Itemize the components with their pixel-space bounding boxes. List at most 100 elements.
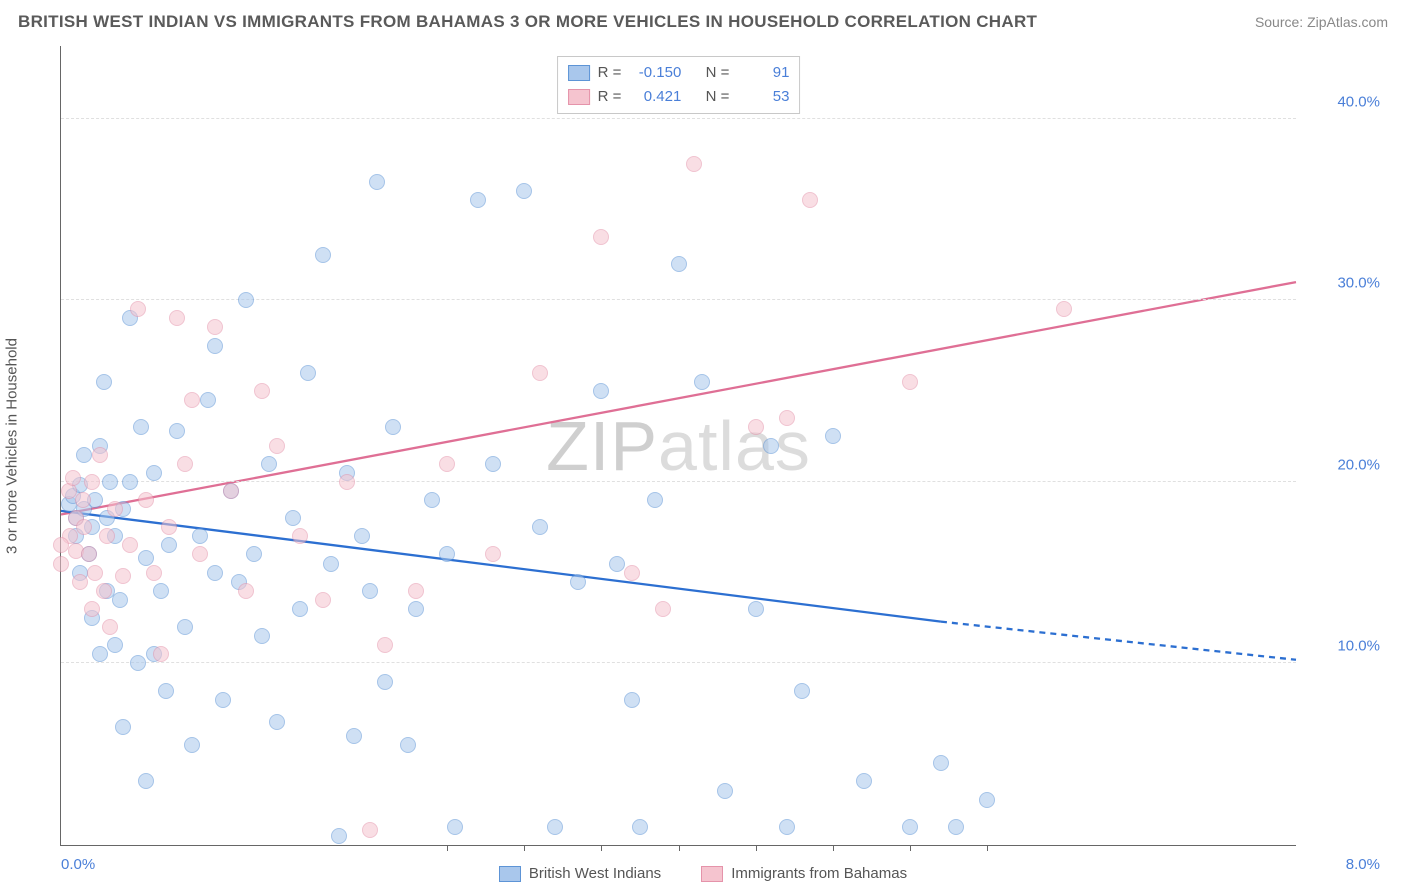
data-point xyxy=(169,310,185,326)
data-point xyxy=(215,692,231,708)
data-point xyxy=(133,419,149,435)
data-point xyxy=(65,470,81,486)
data-point xyxy=(223,483,239,499)
data-point xyxy=(146,565,162,581)
plot-region: ZIPatlas R = -0.150 N = 91 R = 0.421 N =… xyxy=(60,46,1296,846)
gridline xyxy=(61,118,1296,119)
data-point xyxy=(825,428,841,444)
data-point xyxy=(246,546,262,562)
data-point xyxy=(76,519,92,535)
data-point xyxy=(122,537,138,553)
data-point xyxy=(107,501,123,517)
data-point xyxy=(169,423,185,439)
data-point xyxy=(377,637,393,653)
x-tick-mark xyxy=(679,845,680,851)
data-point xyxy=(87,565,103,581)
swatch-blue-icon xyxy=(499,866,521,882)
x-tick-mark xyxy=(756,845,757,851)
swatch-pink-icon xyxy=(701,866,723,882)
data-point xyxy=(369,174,385,190)
data-point xyxy=(516,183,532,199)
data-point xyxy=(779,410,795,426)
data-point xyxy=(655,601,671,617)
data-point xyxy=(158,683,174,699)
data-point xyxy=(717,783,733,799)
data-point xyxy=(593,383,609,399)
data-point xyxy=(748,601,764,617)
source-label: Source: ZipAtlas.com xyxy=(1255,14,1388,30)
data-point xyxy=(532,365,548,381)
data-point xyxy=(254,628,270,644)
data-point xyxy=(439,456,455,472)
x-tick-mark xyxy=(987,845,988,851)
data-point xyxy=(238,583,254,599)
data-point xyxy=(153,646,169,662)
data-point xyxy=(72,574,88,590)
data-point xyxy=(377,674,393,690)
data-point xyxy=(285,510,301,526)
data-point xyxy=(315,247,331,263)
data-point xyxy=(315,592,331,608)
x-tick-mark xyxy=(447,845,448,851)
data-point xyxy=(76,447,92,463)
data-point xyxy=(624,565,640,581)
data-point xyxy=(53,537,69,553)
x-tick-mark xyxy=(910,845,911,851)
data-point xyxy=(84,601,100,617)
data-point xyxy=(207,565,223,581)
data-point xyxy=(112,592,128,608)
data-point xyxy=(161,537,177,553)
data-point xyxy=(184,737,200,753)
data-point xyxy=(408,601,424,617)
gridline xyxy=(61,662,1296,663)
data-point xyxy=(354,528,370,544)
data-point xyxy=(81,546,97,562)
data-point xyxy=(115,568,131,584)
data-point xyxy=(447,819,463,835)
legend-stats: R = -0.150 N = 91 R = 0.421 N = 53 xyxy=(557,56,801,114)
data-point xyxy=(96,583,112,599)
trend-lines xyxy=(61,46,1296,845)
y-tick-label: 40.0% xyxy=(1304,93,1380,110)
data-point xyxy=(346,728,362,744)
data-point xyxy=(424,492,440,508)
data-point xyxy=(138,550,154,566)
data-point xyxy=(161,519,177,535)
data-point xyxy=(138,492,154,508)
data-point xyxy=(694,374,710,390)
data-point xyxy=(902,374,918,390)
x-tick-mark xyxy=(601,845,602,851)
data-point xyxy=(53,556,69,572)
chart-area: 3 or more Vehicles in Household ZIPatlas… xyxy=(18,46,1388,846)
data-point xyxy=(632,819,648,835)
data-point xyxy=(331,828,347,844)
data-point xyxy=(269,438,285,454)
gridline xyxy=(61,481,1296,482)
data-point xyxy=(624,692,640,708)
data-point xyxy=(292,601,308,617)
data-point xyxy=(779,819,795,835)
legend-row-pink: R = 0.421 N = 53 xyxy=(568,85,790,109)
data-point xyxy=(802,192,818,208)
data-point xyxy=(102,619,118,635)
data-point xyxy=(122,474,138,490)
data-point xyxy=(261,456,277,472)
data-point xyxy=(207,338,223,354)
data-point xyxy=(532,519,548,535)
data-point xyxy=(570,574,586,590)
data-point xyxy=(948,819,964,835)
data-point xyxy=(107,637,123,653)
data-point xyxy=(184,392,200,408)
data-point xyxy=(115,719,131,735)
data-point xyxy=(102,474,118,490)
y-axis-label: 3 or more Vehicles in Household xyxy=(4,338,21,554)
legend-item-pink: Immigrants from Bahamas xyxy=(701,865,907,882)
data-point xyxy=(200,392,216,408)
data-point xyxy=(138,773,154,789)
data-point xyxy=(75,492,91,508)
legend-item-blue: British West Indians xyxy=(499,865,661,882)
data-point xyxy=(177,619,193,635)
data-point xyxy=(153,583,169,599)
data-point xyxy=(385,419,401,435)
data-point xyxy=(794,683,810,699)
